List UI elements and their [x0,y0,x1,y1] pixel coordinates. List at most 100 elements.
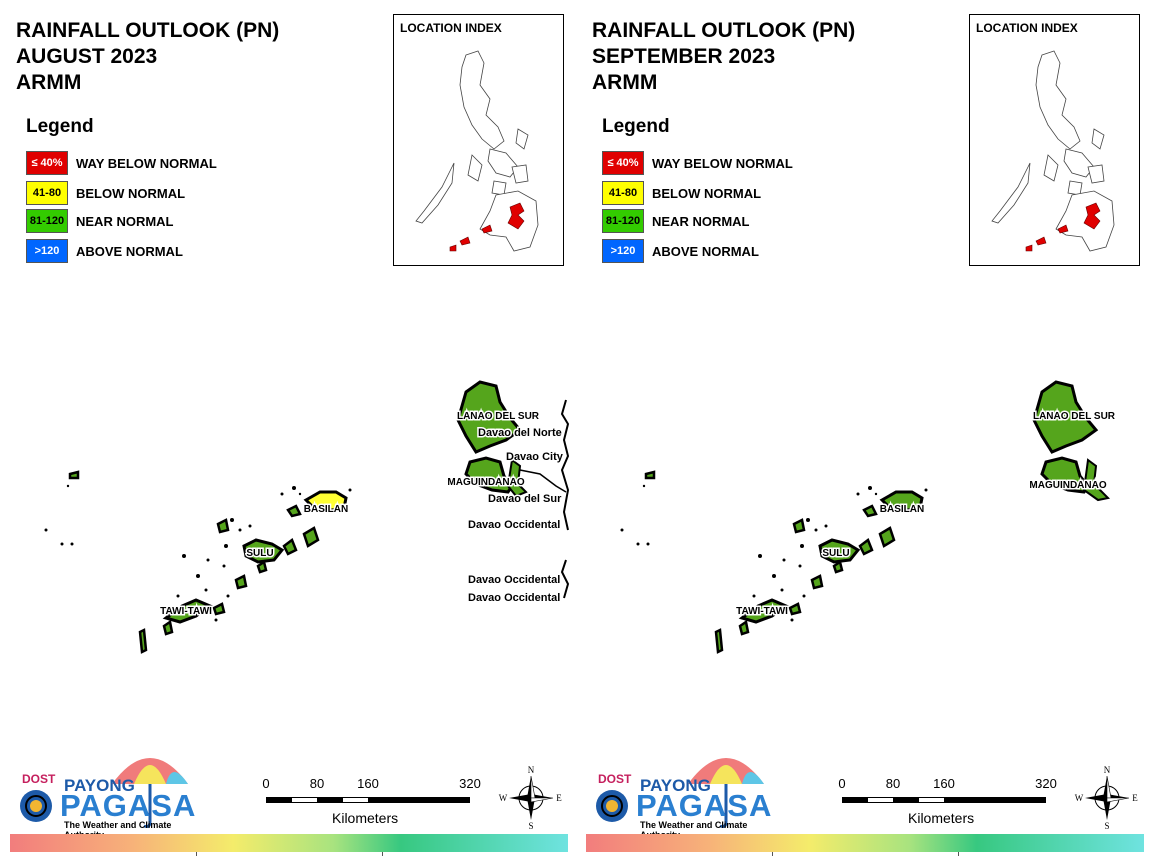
label-tawi-tawi: TAWI-TAWI [160,606,212,617]
legend-title: Legend [26,116,94,137]
legend-swatch: ≤ 40% [26,151,68,175]
legend-swatch: 81-120 [602,209,644,233]
compass-s: S [528,821,533,830]
title-line-3: ARMM [592,71,658,94]
logo-payong: PAYONG [64,776,135,795]
scale-bar: 0 80 160 320 Kilometers [836,776,1066,828]
legend-title: Legend [602,116,670,137]
lanao-del-sur-shape [456,380,523,454]
map-title: RAINFALL OUTLOOK (PN) SEPTEMBER 2023 ARM… [592,18,855,96]
legend-item-near: 81-120 NEAR NORMAL [602,209,750,233]
title-line-1: RAINFALL OUTLOOK (PN) [592,19,856,42]
legend-label: ABOVE NORMAL [76,243,183,259]
label-sulu: SULU [822,548,849,559]
label-maguindanao: MAGUINDANAO [1029,480,1106,491]
logo-pagasa: PAGASA [60,788,197,823]
basilan-shape [879,490,924,512]
scale-tick-label: 0 [838,776,846,791]
legend-label: WAY BELOW NORMAL [652,155,793,171]
north-arrow-icon: N S E W [1072,764,1142,831]
label-tawi-tawi: TAWI-TAWI [736,606,788,617]
tawi-tawi-shape [162,598,214,624]
legend-swatch: >120 [602,239,644,263]
label-davao-occidental: Davao Occidental [468,519,560,531]
scale-bar: 0 80 160 320 Kilometers [260,776,490,828]
philippines-inset-map [415,50,539,252]
label-davao-occidental: Davao Occidental [468,592,560,604]
compass-e: E [556,793,562,803]
scale-unit: Kilometers [908,810,975,826]
scale-unit: Kilometers [332,810,399,826]
color-strip [586,834,1144,856]
scale-tick-label: 160 [357,776,379,791]
scale-tick-label: 320 [459,776,481,791]
logo-pagasa: PAGASA [636,788,773,823]
label-maguindanao: MAGUINDANAO [447,477,524,488]
legend-item-below: 41-80 BELOW NORMAL [26,181,185,205]
map-panel-august: RAINFALL OUTLOOK (PN) AUGUST 2023 ARMM L… [10,14,570,856]
title-line-3: ARMM [16,71,82,94]
location-index-inset: LOCATION INDEX [969,14,1140,266]
logo-payong: PAYONG [640,776,711,795]
scale-tick-label: 80 [885,776,901,791]
north-arrow-icon: N S E W [496,764,566,831]
sulu-shape [242,538,285,564]
legend-item-above: >120 ABOVE NORMAL [26,239,183,263]
compass-w: W [1075,793,1084,803]
legend-item-below: 41-80 BELOW NORMAL [602,181,761,205]
logo-dost: DOST [598,772,632,786]
legend-item-near: 81-120 NEAR NORMAL [26,209,174,233]
map-panel-september: RAINFALL OUTLOOK (PN) SEPTEMBER 2023 ARM… [576,0,1152,864]
legend-swatch: 41-80 [602,181,644,205]
label-sulu: SULU [246,548,273,559]
legend-swatch: >120 [26,239,68,263]
label-davao-city: Davao City [506,451,564,463]
label-basilan: BASILAN [880,504,924,515]
compass-n: N [1104,765,1111,775]
label-davao-del-sur: Davao del Sur [488,493,562,505]
sulu-shape [818,538,861,564]
basilan-shape [303,490,348,512]
legend-label: NEAR NORMAL [652,213,750,229]
compass-s: S [1104,821,1109,830]
legend-item-above: >120 ABOVE NORMAL [602,239,759,263]
scale-tick-label: 320 [1035,776,1057,791]
legend-item-way-below: ≤ 40% WAY BELOW NORMAL [602,151,793,175]
label-lanao-del-sur: LANAO DEL SUR [1033,411,1116,422]
legend-swatch: 81-120 [26,209,68,233]
location-index-title: LOCATION INDEX [976,21,1078,35]
scale-tick-label: 0 [262,776,270,791]
legend-label: BELOW NORMAL [76,185,186,201]
label-lanao-del-sur: LANAO DEL SUR [457,411,540,422]
label-davao-del-norte: Davao del Norte [478,427,562,439]
scale-tick-label: 160 [933,776,955,791]
title-line-2: SEPTEMBER 2023 [592,45,776,68]
lanao-del-sur-shape [1032,380,1099,454]
legend-label: BELOW NORMAL [652,185,762,201]
label-basilan: BASILAN [304,504,348,515]
legend-label: WAY BELOW NORMAL [76,155,217,171]
title-line-2: AUGUST 2023 [16,45,158,68]
legend-label: NEAR NORMAL [76,213,174,229]
location-index-inset: LOCATION INDEX [393,14,564,266]
compass-w: W [499,793,508,803]
scale-tick-label: 80 [309,776,325,791]
location-index-title: LOCATION INDEX [400,21,502,35]
pagasa-logo: DOST PAYONG PAGASA The Weather and Clima… [592,740,773,840]
legend-swatch: ≤ 40% [602,151,644,175]
title-line-1: RAINFALL OUTLOOK (PN) [16,19,280,42]
color-strip [10,834,568,856]
legend-swatch: 41-80 [26,181,68,205]
pagasa-logo: DOST PAYONG PAGASA The Weather and Clima… [16,740,197,840]
logo-dost: DOST [22,772,56,786]
compass-e: E [1132,793,1138,803]
armm-province-map: LANAO DEL SUR MAGUINDANAO BASILAN SULU T… [44,380,570,654]
legend-label: ABOVE NORMAL [652,243,759,259]
philippines-inset-map [991,50,1115,252]
compass-n: N [528,765,535,775]
legend-item-way-below: ≤ 40% WAY BELOW NORMAL [26,151,217,175]
tawi-tawi-shape [738,598,790,624]
label-davao-occidental: Davao Occidental [468,574,560,586]
map-title: RAINFALL OUTLOOK (PN) AUGUST 2023 ARMM [16,18,279,96]
armm-province-map: LANAO DEL SUR MAGUINDANAO BASILAN SULU T… [620,380,1117,654]
